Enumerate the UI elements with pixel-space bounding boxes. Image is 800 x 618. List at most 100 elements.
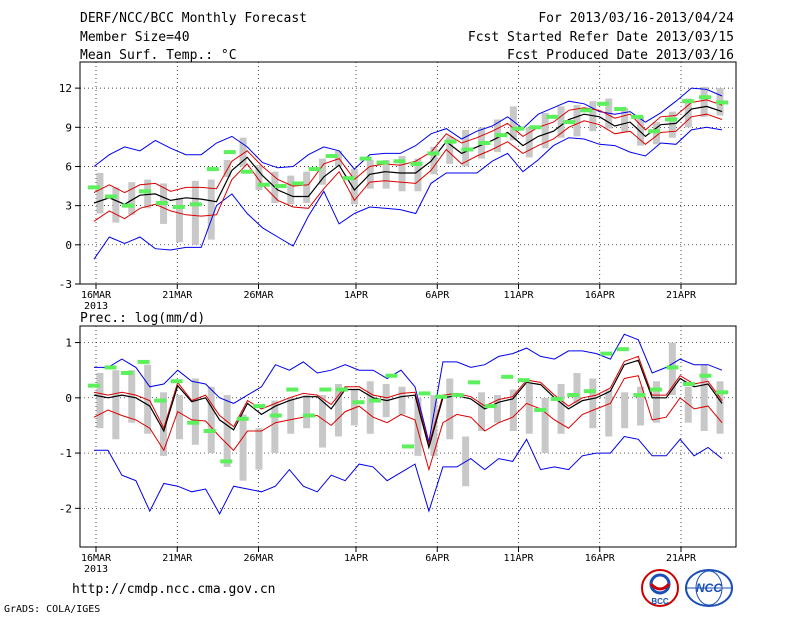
- source-url[interactable]: http://cmdp.ncc.cma.gov.cn: [72, 582, 276, 597]
- spread-box: [287, 397, 295, 434]
- observed-mark: [550, 396, 563, 401]
- spread-box: [207, 386, 215, 454]
- observed-mark: [546, 114, 559, 119]
- x-tick-label: 11APR: [503, 290, 534, 301]
- observed-mark: [220, 459, 233, 464]
- observed-mark: [368, 398, 381, 403]
- x-tick-label: 21MAR: [162, 553, 193, 564]
- observed-mark: [291, 181, 304, 186]
- x-tick-label: 21MAR: [162, 290, 193, 301]
- spread-box: [573, 372, 581, 404]
- spread-box: [525, 384, 533, 434]
- spread-box: [668, 111, 676, 138]
- x-tick-label: 21APR: [666, 290, 697, 301]
- x-tick-label: 11APR: [503, 553, 534, 564]
- observed-mark: [444, 139, 457, 144]
- observed-mark: [325, 154, 338, 159]
- spread-box: [255, 428, 263, 470]
- spread-box: [716, 381, 724, 434]
- spread-box: [96, 173, 104, 214]
- x-tick-label: 6APR: [425, 290, 450, 301]
- observed-mark: [154, 398, 167, 403]
- observed-mark: [203, 428, 216, 433]
- spread-box: [541, 397, 549, 454]
- y-tick-label: -1: [59, 447, 72, 460]
- observed-mark: [402, 444, 414, 449]
- observed-mark: [253, 404, 266, 409]
- chart-title: DERF/NCC/BCC Monthly Forecast: [80, 11, 307, 26]
- observed-mark: [631, 114, 644, 119]
- series-ensemble-max: [94, 333, 723, 443]
- spread-box: [128, 182, 136, 215]
- observed-mark: [517, 378, 530, 383]
- spread-box: [557, 384, 565, 434]
- ncc-logo-text: NCC: [696, 581, 722, 595]
- observed-mark: [223, 150, 236, 155]
- spread-box: [334, 384, 342, 437]
- y-tick-label: -2: [59, 502, 72, 515]
- observed-mark: [478, 140, 491, 145]
- observed-mark: [614, 107, 627, 112]
- ncc-logo-icon: NCC: [685, 569, 733, 607]
- observed-mark: [187, 420, 200, 425]
- observed-mark: [393, 159, 406, 164]
- x-tick-label: 26MAR: [243, 290, 274, 301]
- spread-box: [207, 179, 215, 240]
- observed-mark: [649, 387, 662, 392]
- year-label: 2013: [84, 564, 108, 575]
- observed-mark: [274, 184, 287, 189]
- observed-mark: [121, 370, 134, 375]
- observed-mark: [427, 151, 440, 156]
- observed-mark: [206, 167, 219, 172]
- observed-mark: [665, 117, 678, 122]
- observed-mark: [583, 389, 596, 394]
- started-refer-date-label: Fcst Started Refer Date 2013/03/15: [467, 30, 734, 45]
- x-tick-label: 16APR: [585, 553, 616, 564]
- x-tick-label: 16MAR: [81, 290, 112, 301]
- spread-box: [160, 392, 168, 456]
- spread-box: [255, 165, 263, 190]
- spread-box: [191, 180, 199, 245]
- observed-mark: [512, 126, 525, 131]
- y-tick-label: 3: [65, 200, 72, 213]
- spread-box: [478, 392, 486, 431]
- observed-mark: [597, 101, 610, 106]
- series-ensemble-mean: [93, 359, 723, 450]
- observed-mark: [155, 201, 168, 206]
- plot-frame: [79, 61, 737, 285]
- series-ensemble-min: [94, 435, 723, 515]
- plot-frame: [79, 325, 737, 548]
- observed-mark: [529, 125, 542, 130]
- spread-box: [144, 364, 152, 434]
- spread-box: [239, 414, 247, 481]
- observed-mark: [699, 95, 712, 100]
- observed-mark: [534, 407, 547, 412]
- spread-box: [684, 98, 692, 128]
- spread-box: [414, 158, 422, 192]
- x-tick-label: 26MAR: [243, 553, 274, 564]
- spread-box: [430, 146, 438, 175]
- y-tick-label: 9: [65, 121, 72, 134]
- spread-box: [175, 395, 183, 440]
- series-upper-spread: [93, 99, 723, 194]
- observed-mark: [484, 404, 497, 409]
- observed-mark: [716, 390, 728, 395]
- observed-mark: [319, 387, 332, 392]
- spread-box: [557, 106, 565, 138]
- x-tick-label: 1APR: [344, 553, 369, 564]
- series-lower-spread: [93, 113, 723, 222]
- observed-mark: [435, 394, 448, 399]
- produced-date-label: Fcst Produced Date 2013/03/16: [507, 48, 734, 63]
- observed-mark: [189, 202, 202, 207]
- series-ensemble-max: [93, 87, 723, 170]
- observed-mark: [138, 189, 151, 194]
- spread-box: [509, 106, 517, 141]
- spread-box: [509, 389, 517, 431]
- spread-box: [621, 107, 629, 133]
- observed-mark: [616, 347, 629, 352]
- x-tick-label: 16APR: [585, 290, 616, 301]
- observed-mark: [359, 156, 372, 161]
- grads-credit: GrADS: COLA/IGES: [4, 604, 101, 615]
- series-upper-spread: [93, 355, 723, 447]
- observed-mark: [385, 373, 398, 378]
